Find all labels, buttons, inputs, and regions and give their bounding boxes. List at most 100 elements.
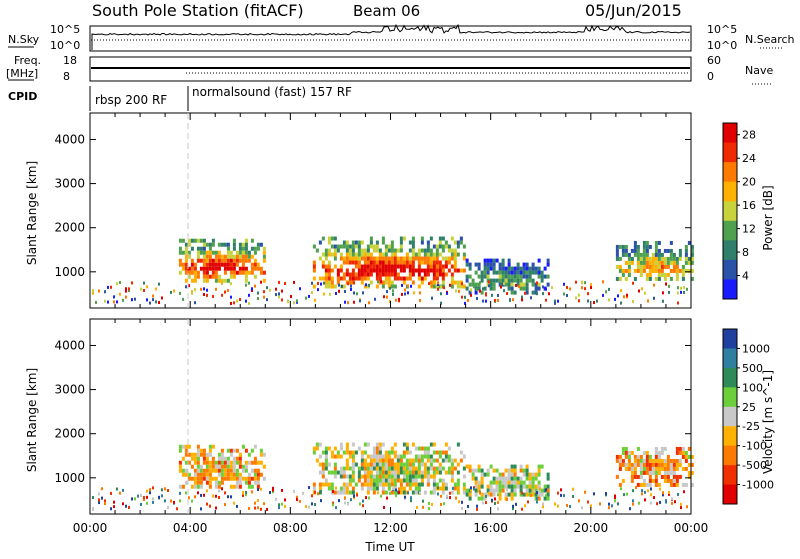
- velocity-cell: [420, 478, 424, 483]
- power-cell: [536, 281, 538, 285]
- velocity-cell: [365, 496, 367, 500]
- velocity-cell: [122, 502, 124, 506]
- power-cell: [402, 256, 406, 261]
- power-cell: [196, 246, 200, 251]
- velocity-cell: [521, 507, 523, 511]
- power-cell: [223, 254, 227, 259]
- velocity-cell: [214, 484, 218, 489]
- velocity-cell: [184, 448, 188, 453]
- velocity-cell: [193, 456, 197, 461]
- velocity-cell: [648, 454, 652, 459]
- power-cell: [347, 282, 349, 286]
- power-cell: [369, 264, 373, 269]
- power-cell: [411, 272, 415, 277]
- velocity-cell: [468, 496, 472, 501]
- xtick-label: 00:00: [674, 521, 709, 535]
- power-cell: [339, 252, 343, 257]
- velocity-cell: [333, 446, 337, 451]
- power-cell: [378, 248, 382, 253]
- power-cell: [423, 260, 427, 265]
- power-cell: [477, 286, 481, 291]
- power-cell: [575, 280, 577, 284]
- power-cell: [507, 286, 511, 291]
- cpid-segment-2: normalsound (fast) 157 RF: [192, 85, 352, 99]
- velocity-cell: [393, 474, 397, 479]
- power-cell: [229, 266, 233, 271]
- velocity-cell: [618, 462, 622, 467]
- velocity-cell: [632, 489, 634, 493]
- velocity-cell: [645, 470, 649, 475]
- power-cell: [690, 252, 694, 257]
- velocity-cell: [372, 474, 376, 479]
- power-cell: [378, 272, 382, 277]
- velocity-cell: [636, 462, 640, 467]
- power-cell: [461, 282, 463, 286]
- power-cell: [342, 272, 346, 277]
- nsky-label: N.Sky: [8, 33, 40, 46]
- power-cell: [636, 260, 640, 265]
- velocity-cell: [284, 498, 286, 502]
- velocity-cell: [441, 482, 445, 487]
- power-cell: [202, 258, 206, 263]
- power-cell: [654, 268, 658, 273]
- power-cell: [590, 283, 592, 287]
- power-cell: [205, 270, 209, 275]
- velocity-cell: [528, 480, 532, 485]
- power-cell: [464, 301, 466, 305]
- velocity-cell: [507, 472, 511, 477]
- power-cell: [690, 260, 694, 265]
- xtick-label: 04:00: [173, 521, 208, 535]
- power-cell: [312, 260, 316, 265]
- power-cell: [220, 254, 224, 259]
- power-cell: [266, 298, 268, 302]
- velocity-cell: [238, 480, 242, 485]
- power-cell: [262, 270, 266, 275]
- velocity-cell: [178, 464, 182, 469]
- velocity-cell: [272, 486, 274, 490]
- velocity-cell: [417, 458, 421, 463]
- power-cell: [363, 256, 367, 261]
- velocity-cell: [675, 482, 679, 487]
- power-cell: [217, 258, 221, 263]
- power-cell: [543, 274, 547, 279]
- velocity-cell: [408, 470, 412, 475]
- power-cell: [633, 244, 637, 249]
- velocity-cell: [501, 480, 505, 485]
- velocity-cell: [152, 500, 154, 504]
- power-cell: [669, 256, 673, 261]
- velocity-cell: [305, 505, 307, 509]
- power-cell: [351, 276, 355, 281]
- power-cell: [492, 286, 496, 291]
- colorbar-swatch: [723, 426, 737, 447]
- velocity-cell: [540, 464, 544, 469]
- power-cell: [441, 244, 445, 249]
- power-cell: [429, 248, 433, 253]
- velocity-cell: [161, 488, 163, 492]
- power-cell: [660, 268, 664, 273]
- velocity-cell: [507, 476, 511, 481]
- power-cell: [402, 264, 406, 269]
- power-cell: [369, 268, 373, 273]
- power-cell: [363, 276, 367, 281]
- velocity-cell: [299, 499, 301, 503]
- velocity-cell: [149, 491, 151, 495]
- power-cell: [336, 276, 340, 281]
- velocity-cell: [639, 458, 643, 463]
- velocity-cell: [202, 452, 206, 457]
- power-cell: [199, 246, 203, 251]
- velocity-cell: [387, 482, 391, 487]
- colorbar-swatch: [723, 142, 737, 163]
- power-cell: [336, 244, 340, 249]
- velocity-cell: [223, 476, 227, 481]
- velocity-cell: [581, 506, 583, 510]
- velocity-cell: [184, 460, 188, 465]
- velocity-cell: [351, 458, 355, 463]
- power-cell: [615, 264, 619, 269]
- power-cell: [330, 276, 334, 281]
- power-cell: [405, 256, 409, 261]
- velocity-cell: [278, 506, 280, 510]
- power-cell: [657, 260, 661, 265]
- velocity-cell: [687, 446, 691, 451]
- velocity-cell: [372, 482, 376, 487]
- power-cell: [464, 295, 466, 299]
